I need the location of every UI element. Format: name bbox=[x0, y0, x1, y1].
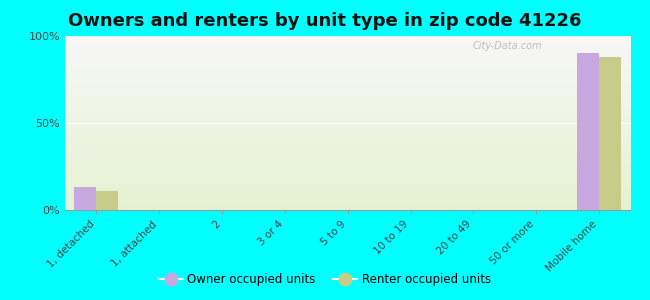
Legend: Owner occupied units, Renter occupied units: Owner occupied units, Renter occupied un… bbox=[154, 269, 496, 291]
Text: Owners and renters by unit type in zip code 41226: Owners and renters by unit type in zip c… bbox=[68, 12, 582, 30]
Bar bbox=[74, 188, 96, 210]
Bar bbox=[599, 57, 621, 210]
Bar bbox=[96, 191, 118, 210]
Bar bbox=[577, 53, 599, 210]
Text: City-Data.com: City-Data.com bbox=[472, 41, 542, 51]
